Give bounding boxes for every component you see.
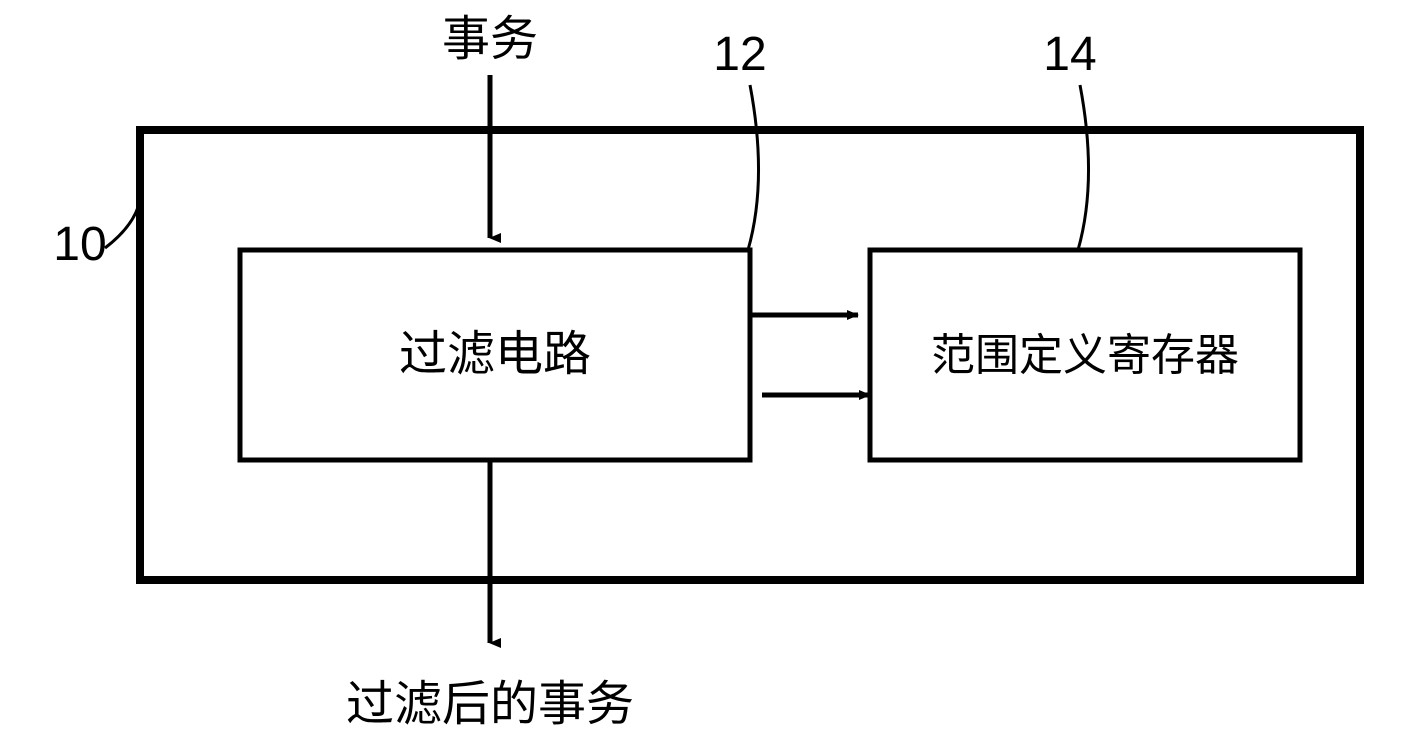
block-diagram: 过滤电路 范围定义寄存器 事务 过滤后的事务 10 12 14 [0, 0, 1412, 755]
ref-10-label: 10 [53, 218, 106, 271]
range-register-label: 范围定义寄存器 [931, 331, 1239, 380]
ref-14-label: 14 [1043, 28, 1096, 81]
ref-10-leader [105, 200, 140, 248]
output-label: 过滤后的事务 [346, 678, 634, 731]
input-label: 事务 [442, 13, 538, 66]
ref-12-leader [748, 85, 759, 250]
ref-12-label: 12 [713, 28, 766, 81]
ref-14-leader [1078, 85, 1089, 250]
filter-circuit-label: 过滤电路 [399, 328, 591, 381]
